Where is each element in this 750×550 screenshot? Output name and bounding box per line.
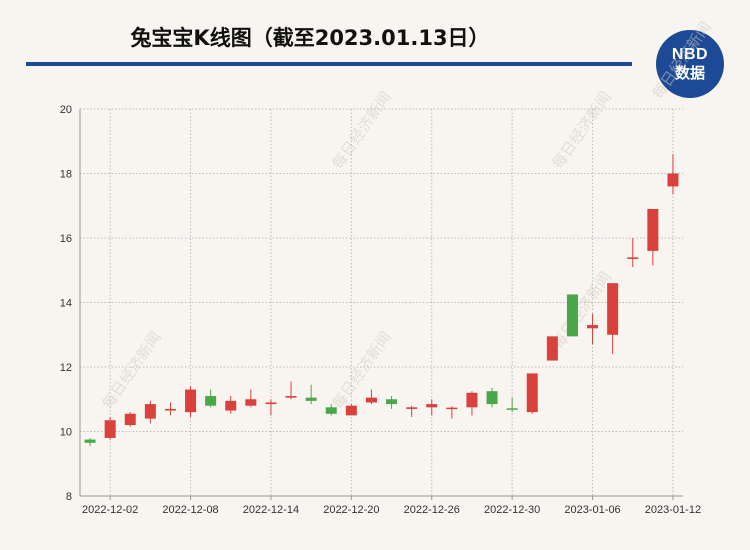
y-tick-label: 20 bbox=[60, 104, 72, 116]
x-tick-label: 2023-01-06 bbox=[564, 504, 620, 516]
watermark-text: 每日经济新闻 bbox=[99, 328, 165, 412]
logo-text-bottom: 数据 bbox=[674, 64, 705, 82]
x-tick-label: 2022-12-30 bbox=[484, 504, 540, 516]
watermark-text: 每日经济新闻 bbox=[549, 268, 615, 352]
x-tick-label: 2022-12-08 bbox=[162, 504, 218, 516]
candle-body bbox=[386, 399, 398, 405]
candle-body bbox=[446, 407, 458, 410]
candle-body bbox=[285, 396, 297, 398]
candle-body bbox=[144, 404, 156, 419]
candle-body bbox=[667, 173, 679, 187]
candle-body bbox=[546, 336, 558, 361]
candle-body bbox=[607, 283, 619, 335]
candle-body bbox=[104, 420, 116, 438]
candle-body bbox=[245, 399, 257, 406]
logo-text-top: NBD bbox=[671, 46, 709, 63]
candle-body bbox=[124, 413, 136, 426]
candle-body bbox=[406, 407, 418, 409]
x-tick-label: 2022-12-02 bbox=[82, 504, 138, 516]
y-tick-label: 10 bbox=[60, 427, 72, 439]
candle-body bbox=[325, 407, 337, 414]
y-tick-label: 18 bbox=[60, 169, 72, 181]
x-tick-label: 2022-12-20 bbox=[323, 504, 379, 516]
candle-body bbox=[466, 392, 478, 408]
candle-body bbox=[164, 408, 176, 411]
candle-body bbox=[506, 408, 518, 410]
candle-body bbox=[225, 400, 237, 411]
candle-body bbox=[587, 325, 599, 329]
candle-body bbox=[426, 404, 438, 408]
candle-body bbox=[345, 405, 357, 416]
watermark-text: 每日经济新闻 bbox=[329, 88, 395, 172]
x-tick-label: 2023-01-12 bbox=[645, 504, 701, 516]
title-underline bbox=[26, 62, 632, 66]
y-tick-label: 16 bbox=[60, 233, 72, 245]
watermark-text: 每日经济新闻 bbox=[329, 328, 395, 412]
candle-body bbox=[185, 389, 197, 413]
candle-body bbox=[566, 294, 578, 337]
candle-body bbox=[647, 208, 659, 251]
candle-body bbox=[486, 391, 498, 405]
candle-body bbox=[365, 397, 377, 403]
chart-title: 兔宝宝K线图（截至2023.01.13日） bbox=[130, 26, 490, 50]
watermark-text: 每日经济新闻 bbox=[549, 88, 615, 172]
x-tick-label: 2022-12-26 bbox=[404, 504, 460, 516]
candle-body bbox=[627, 257, 639, 259]
watermark-text: 每日经济新闻 bbox=[649, 18, 715, 102]
candle-body bbox=[526, 373, 538, 413]
y-tick-label: 14 bbox=[60, 298, 72, 310]
y-tick-label: 12 bbox=[60, 362, 72, 374]
y-tick-label: 8 bbox=[66, 491, 72, 503]
x-tick-label: 2022-12-14 bbox=[243, 504, 299, 516]
candle-body bbox=[84, 439, 96, 443]
candle-body bbox=[265, 402, 277, 405]
nbd-logo: NBD 数据 bbox=[656, 30, 724, 98]
candle-body bbox=[205, 396, 217, 406]
candle-body bbox=[305, 397, 317, 401]
